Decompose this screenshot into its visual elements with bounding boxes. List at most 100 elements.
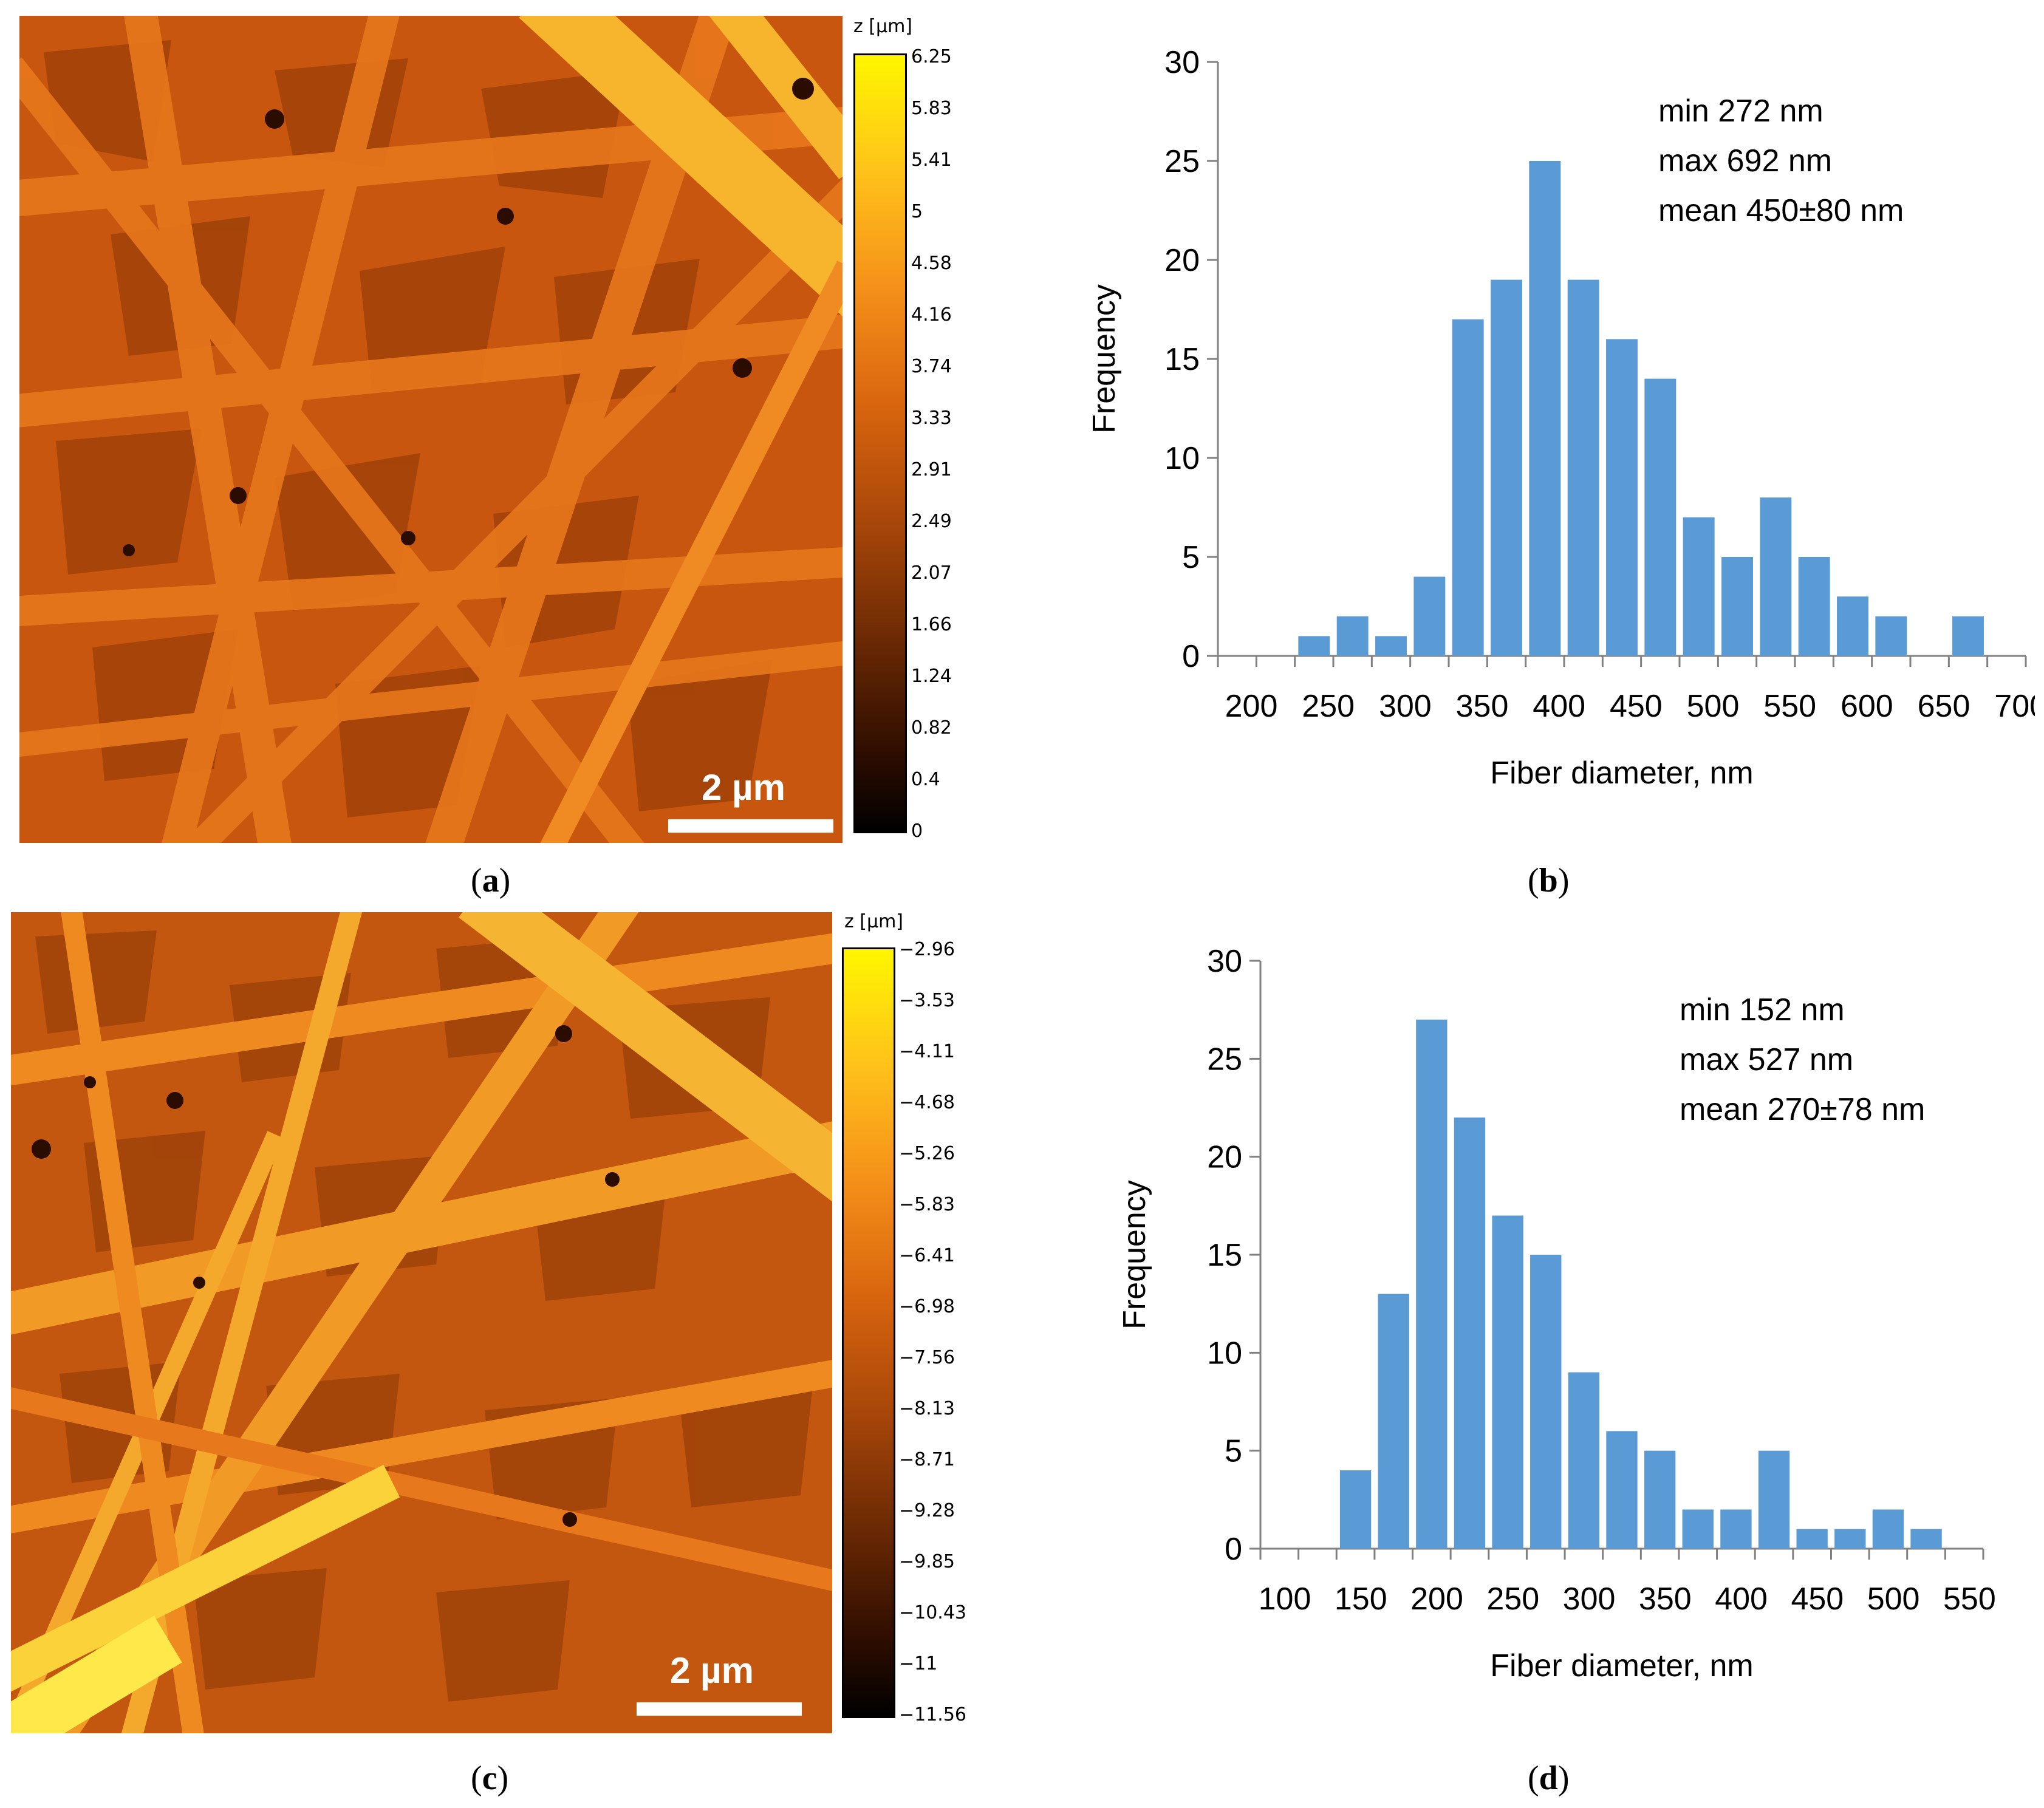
colorbar-tick-label: 4.58 (911, 253, 952, 274)
colorbar-tick-label: 3.74 (911, 356, 952, 377)
afm-image-a (19, 16, 843, 843)
histogram-bar (1491, 279, 1522, 657)
histogram-bar (1760, 497, 1792, 656)
x-axis-label: Fiber diameter, nm (1490, 1648, 1754, 1683)
histogram-bar (1720, 1509, 1752, 1549)
histogram-bar (1492, 1215, 1523, 1549)
histogram-bar (1644, 378, 1677, 656)
histogram-bar (1837, 596, 1868, 656)
colorbar-tick-label: −2.96 (899, 939, 955, 960)
colorbar-c (842, 947, 895, 1718)
y-tick-label: 5 (1182, 540, 1200, 575)
colorbar-tick-label: 5 (911, 201, 923, 222)
histogram-b: 0 5 10 15 20 25 30 200 250 300 350 400 450 500 550 600 6… (1087, 45, 2035, 791)
colorbar-tick-label: 1.66 (911, 614, 952, 635)
x-axis-label: Fiber diameter, nm (1490, 756, 1754, 791)
x-tick-label: 650 (1918, 689, 1971, 724)
histogram-bar (1875, 616, 1907, 656)
histogram-bar (1798, 557, 1830, 656)
x-tick-label: 300 (1563, 1581, 1616, 1617)
colorbar-tick-label: −6.98 (899, 1296, 955, 1317)
y-tick-label: 30 (1164, 45, 1200, 80)
histogram-bar (1529, 161, 1561, 656)
x-tick-label: 700 (1994, 689, 2035, 724)
colorbar-tick-label: −9.28 (899, 1500, 955, 1521)
histogram-bar (1567, 279, 1599, 657)
colorbar-title-c: z [µm] (844, 911, 904, 932)
colorbar-tick-label: 6.25 (911, 46, 952, 67)
histogram-bar (1454, 1117, 1486, 1549)
caption-b-letter: b (1539, 862, 1558, 899)
histogram-bar (1834, 1529, 1866, 1549)
y-tick-label: 30 (1207, 944, 1242, 979)
histogram-bar (1758, 1450, 1790, 1549)
colorbar-tick-label: −8.13 (899, 1398, 955, 1419)
colorbar-tick-label: 5.41 (911, 149, 952, 171)
stats-annotation: mean 270±78 nm (1680, 1092, 1925, 1127)
colorbar-title-a: z [µm] (853, 16, 913, 37)
x-tick-label: 450 (1610, 689, 1663, 724)
y-tick-label: 20 (1164, 243, 1200, 278)
stats-annotation: min 152 nm (1680, 992, 1845, 1028)
colorbar-tick-label: 0 (911, 820, 923, 842)
stats-annotation: min 272 nm (1658, 94, 1824, 129)
x-tick-label: 150 (1335, 1581, 1387, 1617)
histogram-bar (1452, 319, 1484, 656)
x-tick-label: 550 (1763, 689, 1816, 724)
scale-bar-c (637, 1702, 802, 1716)
y-tick-label: 20 (1207, 1140, 1242, 1175)
y-tick-label: 0 (1182, 639, 1200, 674)
x-tick-label: 400 (1533, 689, 1585, 724)
x-tick-label: 100 (1259, 1581, 1311, 1617)
histogram-bar (1568, 1372, 1600, 1549)
colorbar-tick-label: 2.07 (911, 562, 952, 584)
x-tick-label: 200 (1225, 689, 1278, 724)
colorbar-tick-label: −10.43 (899, 1602, 967, 1623)
afm-image-c-render (11, 912, 832, 1733)
stats-annotation: max 692 nm (1658, 143, 1832, 179)
x-tick-label: 500 (1687, 689, 1740, 724)
colorbar-tick-label: 3.33 (911, 408, 952, 429)
colorbar-tick-label: 2.49 (911, 511, 952, 532)
scale-bar-label-a: 2 µm (702, 767, 785, 808)
x-tick-label: 450 (1791, 1581, 1844, 1617)
histogram-bar (1910, 1529, 1942, 1549)
histogram-bar (1682, 1509, 1714, 1549)
histogram-bar (1721, 557, 1753, 656)
x-tick-label: 350 (1639, 1581, 1692, 1617)
colorbar-a (853, 53, 907, 833)
y-tick-label: 10 (1207, 1336, 1242, 1371)
colorbar-tick-label: −4.68 (899, 1092, 955, 1113)
colorbar-tick-label: −11 (899, 1653, 938, 1674)
scale-bar-label-c: 2 µm (670, 1650, 754, 1691)
colorbar-tick-label: −5.83 (899, 1194, 955, 1215)
x-tick-label: 250 (1302, 689, 1355, 724)
caption-c: (c) (471, 1759, 509, 1797)
x-tick-label: 500 (1867, 1581, 1920, 1617)
colorbar-tick-label: 1.24 (911, 666, 952, 687)
stats-annotation: max 527 nm (1680, 1042, 1853, 1077)
y-tick-label: 15 (1207, 1238, 1242, 1273)
colorbar-tick-label: 5.83 (911, 98, 952, 119)
caption-d-letter: d (1539, 1759, 1558, 1797)
x-tick-label: 600 (1841, 689, 1893, 724)
histogram-d: 0 5 10 15 20 25 30 100 150 200 250 300 350 400 450 500 5… (1117, 944, 1996, 1683)
histogram-bar (1644, 1450, 1676, 1549)
x-tick-label: 350 (1456, 689, 1509, 724)
colorbar-ticks-c: −2.96 −3.53 −4.11 −4.68 −5.26 −5.83 −6.4… (899, 939, 978, 1728)
colorbar-tick-label: −4.11 (899, 1041, 955, 1062)
caption-a: (a) (471, 862, 511, 899)
y-tick-label: 25 (1207, 1042, 1242, 1077)
histogram-bar (1952, 616, 1984, 656)
histogram-bar (1606, 1431, 1638, 1549)
colorbar-tick-label: 0.82 (911, 717, 952, 739)
y-axis-label: Frequency (1117, 1180, 1152, 1329)
y-tick-label: 15 (1164, 342, 1200, 377)
y-axis-label: Frequency (1087, 284, 1122, 434)
colorbar-tick-label: −8.71 (899, 1449, 955, 1470)
stats-annotation: mean 450±80 nm (1658, 193, 1904, 228)
y-tick-label: 25 (1164, 144, 1200, 179)
caption-a-letter: a (482, 862, 499, 899)
colorbar-ticks-a: 6.25 5.83 5.41 5 4.58 4.16 3.74 3.33 2.9… (911, 46, 984, 842)
histogram-bar (1339, 1470, 1372, 1549)
